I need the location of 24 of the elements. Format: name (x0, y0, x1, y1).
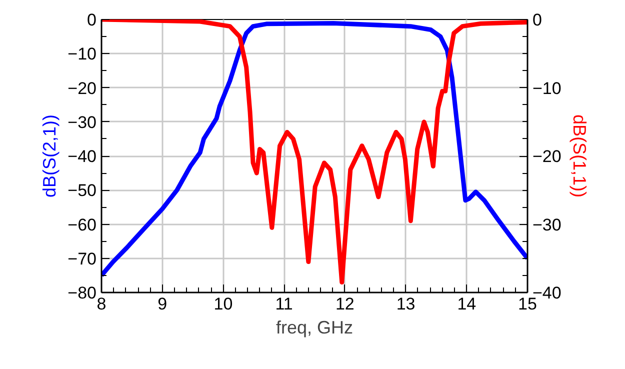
y2-tick-label: −30 (532, 215, 562, 234)
y-tick-label: −70 (68, 249, 97, 268)
y2-tick-label: −20 (532, 147, 562, 166)
y-tick-label: −20 (68, 78, 97, 98)
x-tick-label: 14 (457, 294, 476, 314)
x-tick-label: 12 (335, 294, 354, 314)
y-tick-label: −80 (68, 284, 97, 302)
x-tick-label: 15 (518, 294, 537, 314)
y2-tick-label: 0 (532, 10, 542, 30)
x-tick-label: 9 (158, 294, 168, 314)
y-tick-label: −60 (68, 215, 97, 234)
y-tick-label: −40 (68, 147, 97, 166)
x-tick-label: 11 (275, 294, 293, 314)
y-tick-label: −10 (68, 44, 97, 64)
y-tick-label: 0 (87, 10, 97, 30)
y-tick-label: −30 (68, 112, 97, 132)
y-tick-label: −50 (68, 181, 97, 200)
y2-axis-title: dB(S(1,1)) (569, 114, 590, 198)
x-tick-label: 8 (96, 294, 106, 314)
x-tick-label: 13 (396, 294, 416, 314)
x-axis-title: freq, GHz (276, 318, 354, 338)
x-tick-label: 10 (214, 294, 233, 314)
y2-tick-label: −10 (532, 78, 562, 98)
y-axis-title: dB(S(2,1)) (40, 114, 60, 198)
